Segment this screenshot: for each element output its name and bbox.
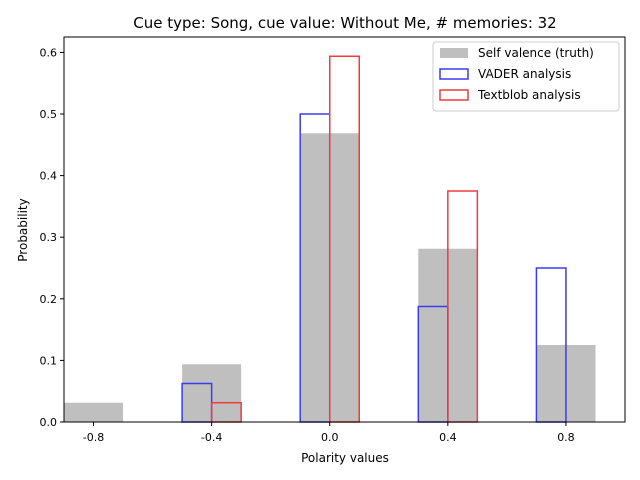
self-valence-truth-legend-swatch bbox=[440, 48, 468, 58]
vader-analysis-legend-label: VADER analysis bbox=[478, 67, 571, 81]
x-tick-label: 0.4 bbox=[439, 431, 457, 444]
legend-box bbox=[432, 41, 620, 112]
vader-analysis-legend-swatch bbox=[439, 68, 469, 80]
y-tick-label: 0.3 bbox=[40, 231, 58, 244]
plot-frame bbox=[63, 36, 626, 423]
y-tick-label: 0.4 bbox=[40, 170, 58, 183]
textblob-analysis-legend-swatch bbox=[439, 89, 469, 101]
y-tick-label: 0.1 bbox=[40, 354, 58, 367]
self-valence-truth-bar-neg0p8 bbox=[64, 402, 124, 422]
textblob-analysis-legend-label: Textblob analysis bbox=[477, 88, 581, 102]
y-tick-label: 0.5 bbox=[40, 108, 58, 121]
y-tick-label: 0.0 bbox=[40, 416, 58, 429]
x-axis-label: Polarity values bbox=[301, 451, 389, 465]
y-axis-label: Probability bbox=[16, 198, 30, 261]
self-valence-truth-legend-label: Self valence (truth) bbox=[478, 46, 594, 60]
legend: Self valence (truth) VADER analysis Textbl… bbox=[432, 41, 620, 112]
x-tick-label: 0.8 bbox=[557, 431, 575, 444]
y-tick-label: 0.2 bbox=[40, 293, 58, 306]
x-tick-label: 0.0 bbox=[321, 431, 339, 444]
chart-title: Cue type: Song, cue value: Without Me, #… bbox=[133, 14, 556, 32]
y-axis-ticks: 0.0 0.1 0.2 0.3 0.4 0.5 0.6 bbox=[40, 46, 64, 429]
y-tick-label: 0.6 bbox=[40, 46, 58, 59]
x-axis-ticks: -0.8 -0.4 0.0 0.4 0.8 bbox=[83, 422, 575, 444]
x-tick-label: -0.4 bbox=[201, 431, 222, 444]
x-tick-label: -0.8 bbox=[83, 431, 104, 444]
